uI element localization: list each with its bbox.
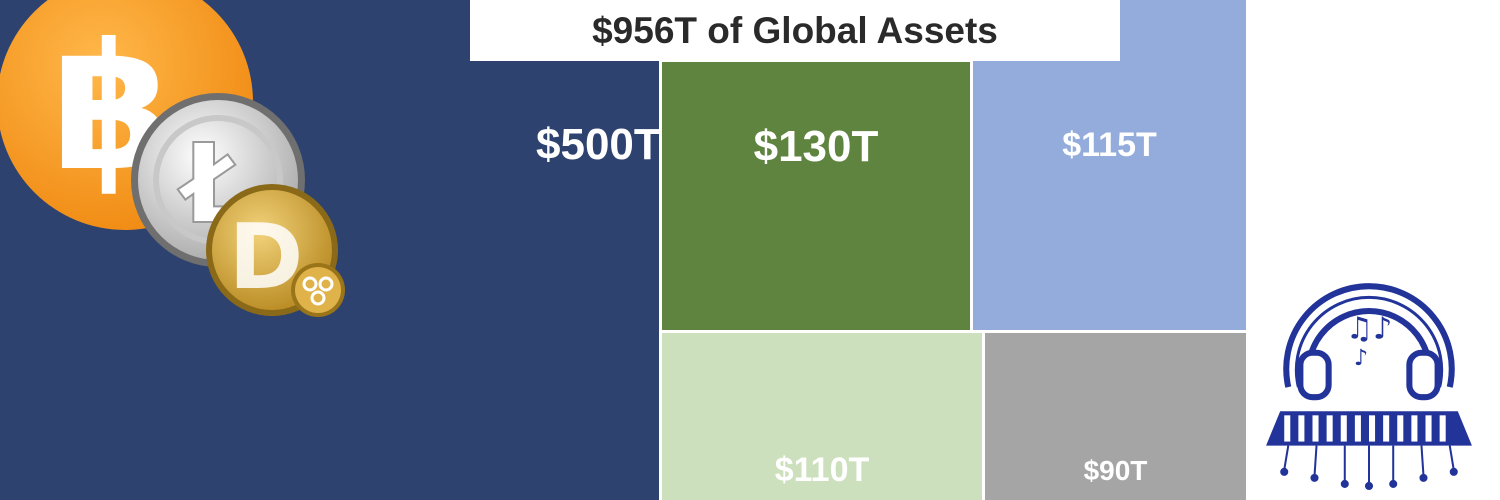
svg-text:♪: ♪ [1354,345,1368,371]
chart-title-box: $956T of Global Assets [470,0,1120,61]
tile-110t: $110T [662,333,982,500]
ripple-coin-icon [291,263,345,317]
tile-label-500t: $500T [536,120,661,169]
crypto-coins-group: ฿ Ł D [0,0,345,317]
tile-label-90t: $90T [1083,455,1148,486]
svg-text:D: D [229,205,304,310]
tile-label-130t: $130T [753,122,879,171]
tile-label-110t: $110T [774,451,870,489]
chart-title: $956T of Global Assets [592,9,998,51]
tile-130t: $130T [662,62,970,330]
tile-label-115t: $115T [1062,126,1157,164]
headphones-piano-logo-icon: ♫♪ ♪ [1266,283,1472,490]
svg-text:♫♪: ♫♪ [1346,312,1392,347]
tile-90t: $90T [985,333,1246,500]
